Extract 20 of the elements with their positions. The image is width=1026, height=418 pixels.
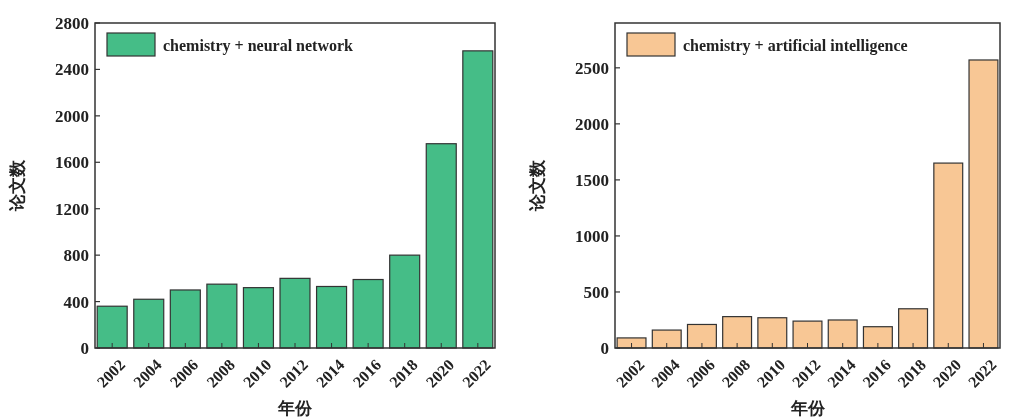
y-tick-label: 1500 <box>575 170 609 190</box>
y-tick-label: 2400 <box>55 60 89 80</box>
x-axis-title: 年份 <box>277 399 313 418</box>
y-tick-label: 0 <box>80 338 89 358</box>
legend-label: chemistry + neural network <box>163 36 354 55</box>
legend-label: chemistry + artificial intelligence <box>683 36 908 55</box>
y-axis-title: 论文数 <box>8 159 27 212</box>
y-tick-label: 500 <box>583 282 609 302</box>
y-tick-label: 800 <box>63 246 89 266</box>
y-tick-label: 400 <box>63 292 89 312</box>
y-tick-label: 1000 <box>575 226 609 246</box>
y-tick-label: 1600 <box>55 153 89 173</box>
y-tick-label: 1200 <box>55 199 89 219</box>
y-axis-title: 论文数 <box>528 159 547 212</box>
y-tick-label: 2000 <box>575 114 609 134</box>
y-tick-label: 0 <box>600 338 609 358</box>
y-tick-label: 2500 <box>575 58 609 78</box>
y-tick-label: 2000 <box>55 106 89 126</box>
x-axis-title: 年份 <box>789 399 826 418</box>
y-tick-label: 2800 <box>55 13 89 33</box>
